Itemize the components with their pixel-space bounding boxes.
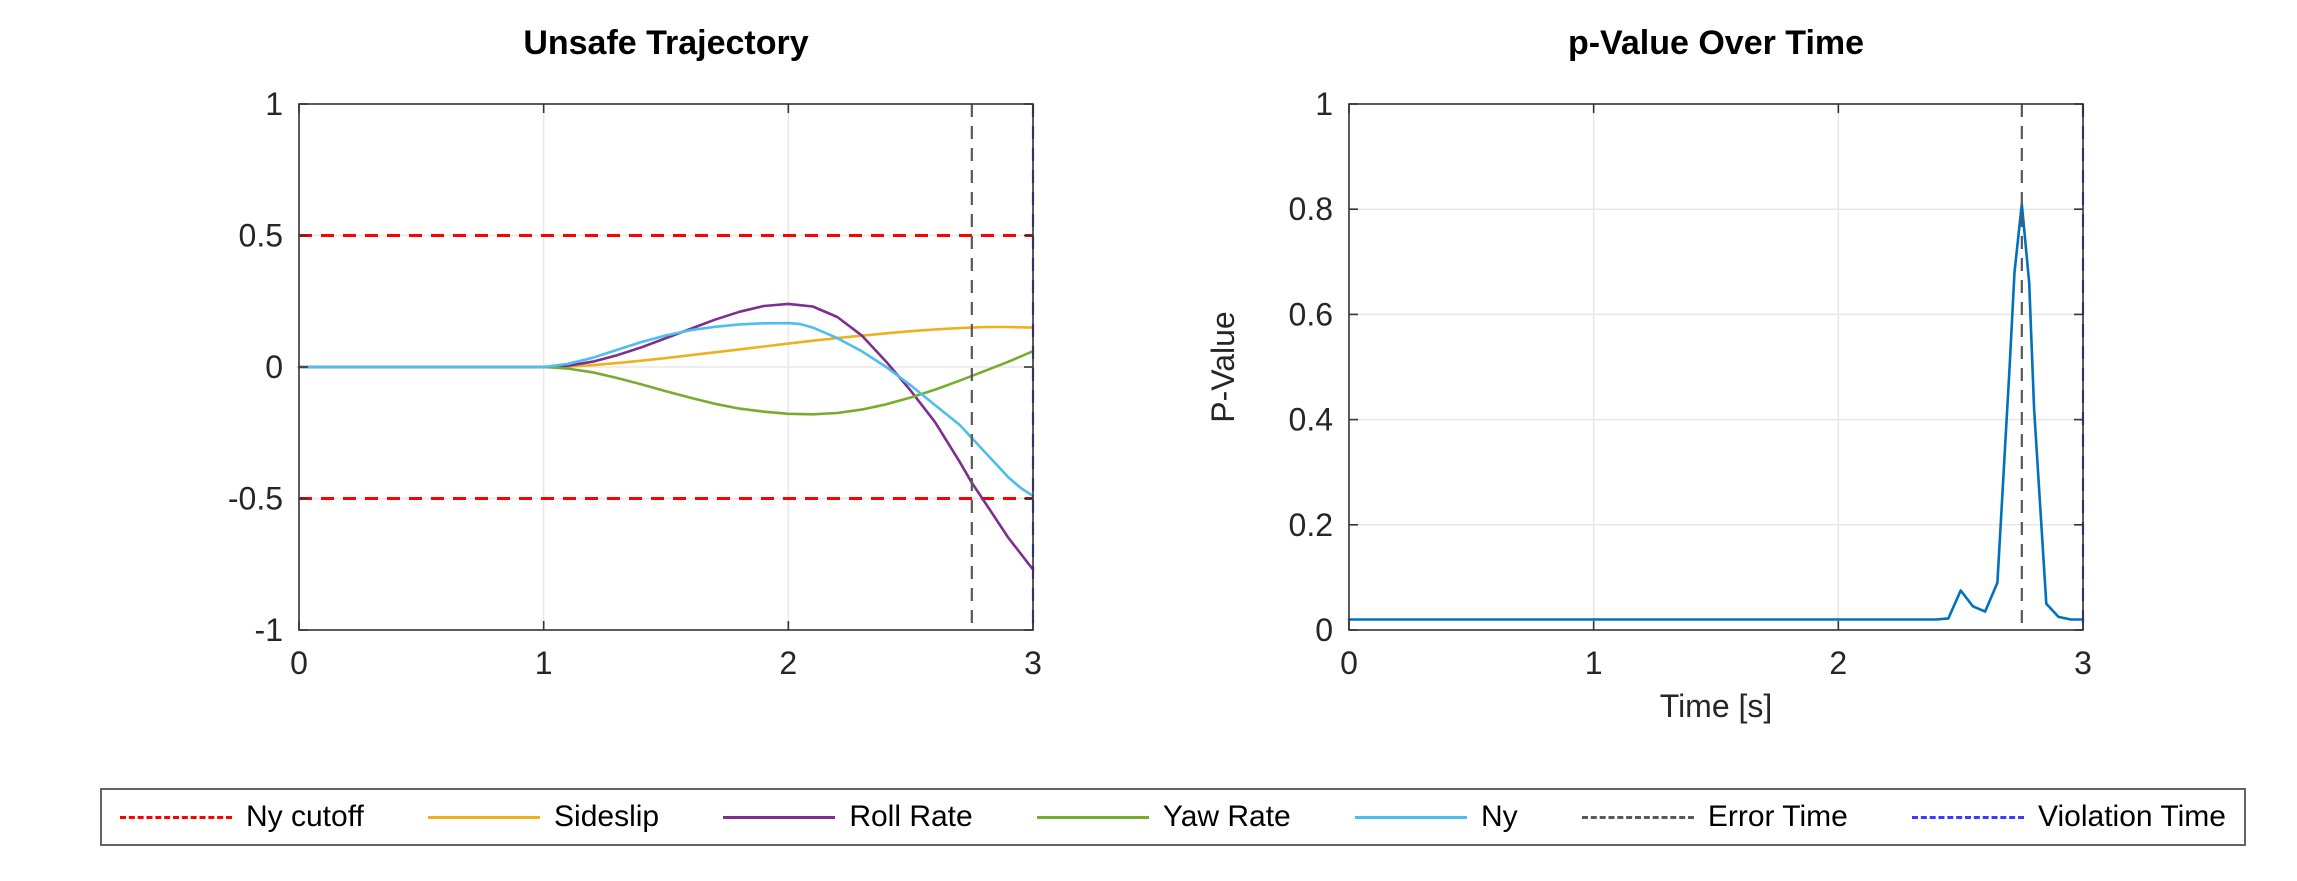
- right-plot-title: p-Value Over Time: [1567, 24, 1865, 62]
- x-tick-label: 3: [2074, 645, 2092, 681]
- series-p-value-line: [1347, 202, 2085, 621]
- y-tick-label: 0.4: [1289, 402, 1333, 438]
- y-tick-label: 0.2: [1289, 507, 1333, 543]
- legend-roll-rate-line-sample: [723, 815, 836, 819]
- legend-ny-cutoff-line-sample: [120, 815, 232, 819]
- left-plot-title: Unsafe Trajectory: [523, 24, 809, 62]
- y-tick-label: 1: [265, 86, 283, 122]
- legend-violation-time-line-sample: [1912, 815, 2025, 819]
- legend-yaw-rate-line-sample: [1036, 815, 1149, 819]
- p-value-chart: 0 1 2 3 0 0.2 0.4 0.6 0.8 1: [1289, 86, 2092, 681]
- x-tick-label: 1: [535, 645, 553, 681]
- y-tick-label: 0.6: [1289, 296, 1333, 332]
- series-sideslip-line: [297, 325, 1035, 369]
- series-ny-line: [297, 321, 1035, 498]
- series-roll-rate-line: [297, 302, 1035, 571]
- legend-item-roll-rate: Roll Rate: [723, 800, 973, 834]
- legend-label: Yaw Rate: [1162, 800, 1291, 833]
- legend-item-yaw-rate: Yaw Rate: [1036, 800, 1291, 834]
- y-tick-label: -1: [255, 612, 283, 648]
- legend-label: Sideslip: [554, 800, 660, 833]
- x-tick-label: 2: [779, 645, 797, 681]
- y-tick-label: 0: [1315, 612, 1333, 648]
- legend-ny-line-sample: [1354, 815, 1467, 819]
- legend-label: Ny cutoff: [246, 800, 364, 833]
- legend-item-error-time: Error Time: [1581, 800, 1848, 834]
- y-tick-label: 0.8: [1289, 191, 1333, 227]
- y-tick-label: -0.5: [228, 481, 283, 517]
- y-tick-label: 1: [1315, 86, 1333, 122]
- legend-item-ny: Ny: [1354, 800, 1518, 834]
- x-tick-label: 1: [1585, 645, 1603, 681]
- time-axis-label: Time [s]: [1659, 688, 1773, 724]
- legend-label: Violation Time: [2038, 800, 2226, 833]
- legend-item-sideslip: Sideslip: [428, 800, 659, 834]
- axis-box: [1348, 103, 2084, 631]
- p-value-axis-label: P-Value: [1205, 311, 1241, 423]
- legend-label: Error Time: [1707, 800, 1848, 833]
- y-tick-label: 0.5: [239, 218, 283, 254]
- legend-item-ny-cutoff: Ny cutoff: [120, 800, 364, 834]
- x-tick-label: 3: [1024, 645, 1042, 681]
- x-tick-label: 2: [1829, 645, 1847, 681]
- legend-error-time-line-sample: [1581, 815, 1694, 819]
- legend-sideslip-line-sample: [428, 815, 541, 819]
- legend-label: Ny: [1480, 800, 1518, 833]
- legend-item-violation-time: Violation Time: [1912, 800, 2226, 834]
- unsafe-trajectory-chart: 0 1 2 3 -1 -0.5 0 0.5 1: [228, 86, 1042, 681]
- legend-box: Ny cutoff Sideslip Roll Rate Yaw Rate Ny Erro…: [100, 788, 2246, 846]
- x-tick-label: 0: [1340, 645, 1358, 681]
- x-tick-label: 0: [290, 645, 308, 681]
- y-tick-label: 0: [265, 349, 283, 385]
- legend-label: Roll Rate: [849, 800, 973, 833]
